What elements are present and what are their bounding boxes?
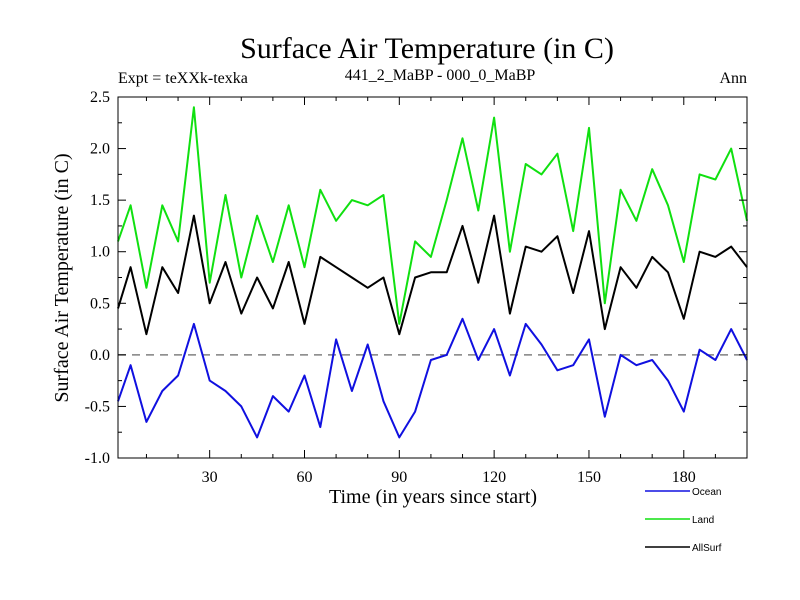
y-axis: -1.0 -0.5 0.0 0.5 1.0 1.5 2.0 2.5 [85,89,747,467]
series-line-land [117,106,748,325]
y-tick-label: 2.0 [90,141,110,158]
season-label: Ann [719,70,747,87]
series-line-ocean [117,317,748,439]
y-tick-label: 1.5 [90,192,110,209]
y-axis-title: Surface Air Temperature (in C) [51,153,73,402]
experiment-label: Expt = teXXk-texka [118,70,248,87]
x-tick-label: 30 [202,469,218,486]
y-tick-label: -1.0 [85,450,110,467]
y-tick-label: 0.0 [90,347,110,364]
period-label: 441_2_MaBP - 000_0_MaBP [345,67,536,84]
y-tick-label: -0.5 [85,398,110,415]
x-axis-title: Time (in years since start) [329,486,537,508]
series-line-allsurf [117,214,748,336]
x-tick-label: 120 [482,469,506,486]
legend-label-allsurf: AllSurf [692,543,722,554]
x-tick-label: 180 [672,469,696,486]
series-layer [117,106,748,439]
chart-header: Surface Air Temperature (in C) Expt = te… [118,32,747,87]
x-tick-label: 150 [577,469,601,486]
y-tick-label: 2.5 [90,89,110,106]
x-axis: 30 60 90 120 150 180 [145,97,716,486]
y-tick-label: 0.5 [90,295,110,312]
legend: Ocean Land AllSurf [645,487,722,554]
legend-label-ocean: Ocean [692,487,721,498]
chart-title: Surface Air Temperature (in C) [240,32,614,65]
y-tick-label: 1.0 [90,244,110,261]
x-tick-label: 90 [391,469,407,486]
plot-frame [117,96,748,459]
x-tick-label: 60 [296,469,312,486]
legend-label-land: Land [692,515,714,526]
